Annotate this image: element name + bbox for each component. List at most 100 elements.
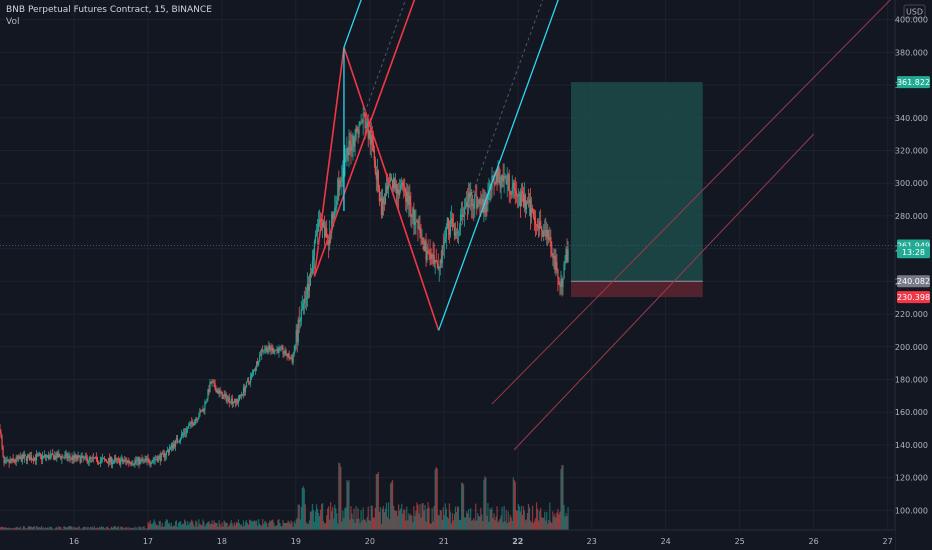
candle — [84, 455, 86, 458]
volume-bar — [336, 513, 338, 530]
volume-bar — [74, 527, 76, 530]
candle — [507, 174, 509, 181]
volume-bar — [18, 527, 20, 530]
volume-bar — [26, 528, 28, 530]
volume-bar — [299, 519, 301, 530]
volume-bar — [321, 503, 324, 530]
volume-bar — [58, 526, 60, 530]
candle — [357, 132, 359, 135]
candle — [463, 208, 466, 216]
volume-bar — [537, 508, 539, 530]
volume-bar — [164, 521, 166, 530]
candle — [148, 459, 150, 464]
candle — [326, 228, 328, 239]
volume-bar — [414, 515, 416, 530]
drawings[interactable] — [313, 0, 895, 451]
candle — [418, 227, 420, 229]
volume-bar — [349, 519, 351, 530]
candle — [443, 241, 445, 247]
volume-bar — [106, 526, 109, 530]
volume-bar — [69, 526, 71, 530]
volume-bar — [533, 520, 536, 530]
symbol-title[interactable]: BNB Perpetual Futures Contract, 15, BINA… — [6, 5, 212, 15]
volume-bar — [498, 520, 500, 530]
volume-bar — [201, 525, 203, 530]
volume-bar — [214, 522, 216, 530]
volume-bar — [53, 528, 55, 530]
volume-bar — [71, 526, 73, 530]
volume-bar — [530, 522, 533, 530]
candle — [516, 195, 518, 197]
volume-bar — [371, 505, 373, 530]
candle — [7, 460, 9, 462]
volume-bar — [459, 519, 462, 530]
volume-bar — [556, 512, 558, 530]
candle — [459, 214, 462, 229]
candle — [395, 183, 397, 189]
volume-bar — [27, 526, 30, 530]
candle — [334, 208, 336, 212]
candle — [332, 213, 334, 219]
candle — [429, 252, 431, 254]
candle — [173, 444, 176, 447]
volume-bar — [514, 481, 516, 530]
volume-bar — [551, 522, 553, 530]
candle — [83, 457, 85, 459]
volume-bar — [350, 506, 352, 530]
candle — [355, 127, 357, 139]
candle — [484, 199, 486, 213]
candle — [170, 444, 173, 447]
volume-bar — [49, 526, 51, 530]
candle — [195, 419, 197, 421]
price-tag-countdown — [897, 246, 930, 259]
volume-bar — [270, 521, 272, 530]
long-position-tool[interactable] — [571, 82, 703, 298]
candle — [134, 460, 136, 465]
candle — [540, 221, 542, 227]
price-axis[interactable]: USD400.000380.000360.000340.000320.00030… — [894, 0, 932, 550]
volume-bar — [147, 522, 149, 530]
candle — [386, 186, 389, 190]
time-axis[interactable]: 16 17 18 19 20 21 22 23 24 25 26 27 — [0, 529, 895, 550]
volume-bar — [495, 516, 497, 530]
volume-bar — [110, 526, 113, 530]
volume-bar — [183, 523, 185, 530]
candle — [93, 458, 95, 460]
candle — [560, 279, 562, 287]
volume-bar — [171, 526, 174, 530]
time-tick-label: 19 — [291, 537, 301, 546]
candle — [440, 260, 442, 264]
volume-bar — [44, 528, 46, 530]
candle — [155, 459, 157, 460]
candle — [24, 455, 26, 457]
candle — [181, 434, 184, 435]
volume-bar — [244, 521, 247, 530]
volume-bar — [373, 517, 375, 530]
candle — [399, 190, 401, 196]
candle — [124, 459, 126, 462]
candle — [321, 221, 324, 227]
candle — [449, 220, 451, 235]
volume-bar — [257, 525, 259, 530]
candle — [108, 458, 111, 462]
volume-label[interactable]: Vol — [6, 17, 20, 27]
candle — [413, 208, 415, 225]
volume-bar — [567, 507, 569, 530]
candle — [224, 394, 226, 396]
candle — [337, 179, 339, 201]
volume-bar — [439, 510, 441, 530]
volume-bar — [137, 528, 139, 530]
candle — [36, 454, 39, 456]
candle — [69, 455, 71, 459]
volume-bar — [461, 482, 464, 530]
volume-bar — [520, 505, 523, 530]
volume-bar — [334, 504, 336, 530]
volume-bar — [126, 527, 128, 530]
candle — [26, 456, 28, 461]
volume-bar — [275, 525, 277, 530]
candle — [174, 439, 177, 447]
price-tag-countdown-label: 13:28 — [902, 248, 925, 257]
